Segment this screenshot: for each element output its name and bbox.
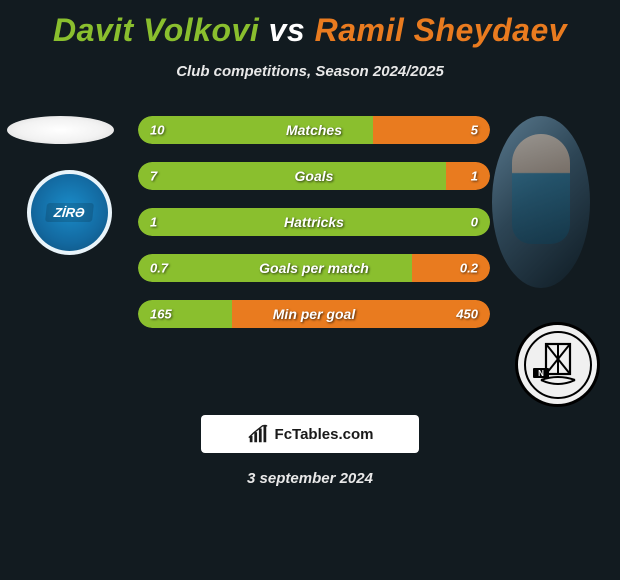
brand-badge: FcTables.com	[201, 415, 419, 453]
stat-value-right: 0	[471, 215, 478, 230]
player2-photo	[492, 116, 590, 288]
stat-row: 7 1 Goals	[138, 162, 490, 190]
stat-value-left: 10	[150, 123, 164, 138]
stat-value-right: 450	[456, 307, 478, 322]
comparison-title: Davit Volkovi vs Ramil Sheydaev	[0, 0, 620, 49]
brand-chart-icon	[247, 423, 269, 445]
stat-fill-right	[232, 300, 490, 328]
stat-value-left: 165	[150, 307, 172, 322]
player2-name: Ramil Sheydaev	[315, 12, 567, 48]
stat-label: Min per goal	[273, 306, 355, 322]
stat-row: 1 0 Hattricks	[138, 208, 490, 236]
player1-name: Davit Volkovi	[53, 12, 259, 48]
stat-fill-right	[412, 254, 490, 282]
stat-value-left: 1	[150, 215, 157, 230]
stat-fill-right	[446, 162, 490, 190]
player1-club-logo: ZİRƏ	[27, 170, 112, 255]
player1-club-label: ZİRƏ	[45, 203, 94, 222]
player2-club-logo: N	[515, 322, 600, 407]
subtitle: Club competitions, Season 2024/2025	[0, 63, 620, 80]
stat-value-left: 7	[150, 169, 157, 184]
generation-date: 3 september 2024	[0, 470, 620, 487]
player1-photo	[7, 116, 114, 144]
stat-rows: 105Matches71Goals10Hattricks0.70.2Goals …	[138, 116, 490, 346]
brand-text: FcTables.com	[275, 426, 374, 443]
stat-value-right: 1	[471, 169, 478, 184]
stat-row: 0.7 0.2 Goals per match	[138, 254, 490, 282]
stat-label: Hattricks	[284, 214, 344, 230]
svg-text:N: N	[538, 369, 544, 378]
stat-label: Goals per match	[259, 260, 369, 276]
neftchi-logo-icon: N	[523, 330, 593, 400]
stat-value-right: 0.2	[460, 261, 478, 276]
stat-row: 165 450 Min per goal	[138, 300, 490, 328]
stat-value-left: 0.7	[150, 261, 168, 276]
comparison-content: ZİRƏ N 105Matches71Goals10Hattricks0.70.…	[0, 110, 620, 410]
stat-label: Goals	[295, 168, 334, 184]
stat-value-right: 5	[471, 123, 478, 138]
stat-fill-left	[138, 162, 446, 190]
title-vs: vs	[269, 12, 306, 48]
stat-label: Matches	[286, 122, 342, 138]
stat-row: 10 5 Matches	[138, 116, 490, 144]
